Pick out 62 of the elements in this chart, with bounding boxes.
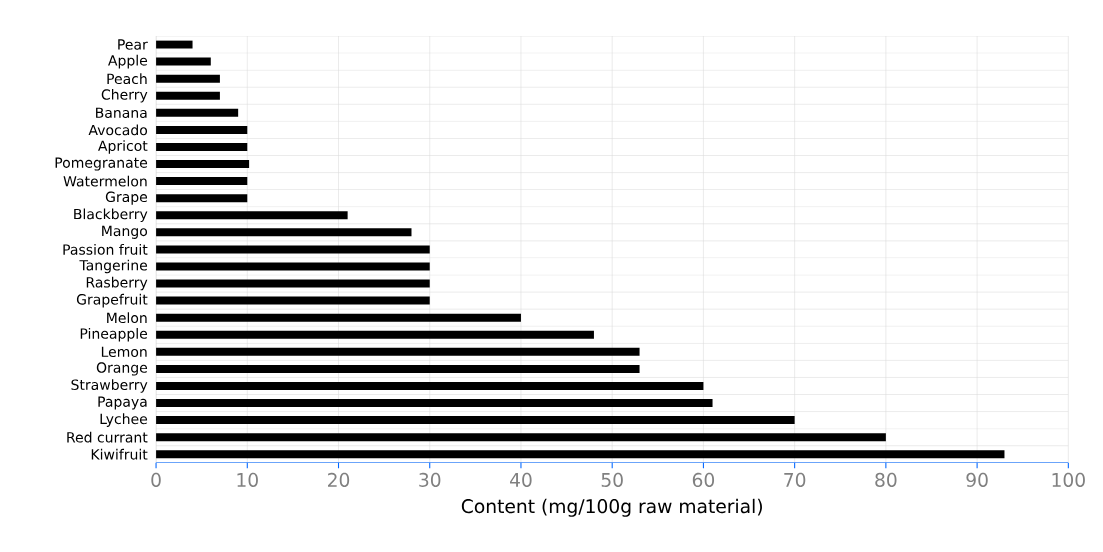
x-tick-label: 0: [151, 472, 161, 487]
y-tick-label: Blackberry: [74, 208, 148, 222]
bar: [156, 262, 430, 271]
y-tick-label: Rasberry: [86, 276, 148, 291]
y-tick-label: Apricot: [98, 140, 148, 154]
x-axis-title: Content (mg/100g raw material): [461, 498, 762, 517]
x-tick-label: 80: [875, 472, 897, 487]
bar: [156, 74, 220, 83]
bar: [156, 364, 640, 373]
bar: [156, 416, 795, 425]
y-tick-label: Banana: [96, 107, 147, 118]
x-tick-label: 90: [966, 472, 988, 487]
y-tick-label: Grapefruit: [76, 293, 148, 308]
y-tick-label: Orange: [96, 362, 148, 376]
y-tick-label: Pear: [118, 39, 148, 50]
bar: [156, 177, 248, 186]
x-tick-label: 10: [237, 472, 258, 487]
y-tick-label: Apple: [108, 54, 148, 69]
bar: [156, 91, 220, 100]
x-tick-label: 50: [601, 472, 623, 487]
bar: [156, 40, 193, 49]
bar: [156, 108, 239, 117]
x-tick-label: 30: [419, 472, 441, 487]
y-tick-label: Watermelon: [63, 175, 147, 187]
x-tick-label: 60: [692, 472, 715, 487]
bar: [156, 450, 1005, 459]
bar: [156, 398, 713, 407]
y-tick-label: Tangerine: [79, 259, 148, 274]
bar: [156, 142, 248, 151]
x-tick-label: 40: [510, 472, 532, 487]
bar: [156, 211, 348, 220]
bar: [156, 57, 211, 66]
bar: [156, 313, 521, 322]
bar: [156, 279, 430, 288]
bar: [156, 245, 430, 254]
y-tick-label: Kiwifruit: [91, 448, 148, 460]
y-tick-label: Avocado: [88, 124, 148, 136]
y-tick-label: Passion fruit: [63, 243, 148, 255]
y-tick-label: Lemon: [101, 346, 147, 357]
bar: [156, 159, 250, 168]
x-tick-label: 100: [1052, 472, 1085, 487]
bar: [156, 381, 704, 390]
bar: [156, 296, 430, 305]
bar: [156, 228, 412, 237]
y-tick-label: Pomegranate: [55, 157, 148, 171]
y-tick-label: Pineapple: [80, 327, 148, 342]
y-tick-label: Red currant: [67, 431, 148, 443]
bar: [156, 194, 248, 203]
y-tick-label: Lychee: [100, 413, 148, 427]
bar: [156, 433, 886, 442]
bar: [156, 347, 640, 356]
bar: [156, 330, 594, 339]
y-tick-label: Grape: [105, 191, 148, 205]
y-tick-label: Strawberry: [71, 379, 148, 393]
y-tick-label: Melon: [107, 312, 147, 324]
y-tick-label: Papaya: [98, 396, 147, 410]
y-tick-label: Mango: [102, 225, 148, 239]
y-tick-label: Cherry: [101, 88, 148, 103]
x-tick-label: 70: [784, 472, 806, 487]
x-tick-label: 20: [327, 472, 350, 487]
bar: [156, 125, 248, 134]
y-tick-label: Peach: [107, 73, 147, 85]
